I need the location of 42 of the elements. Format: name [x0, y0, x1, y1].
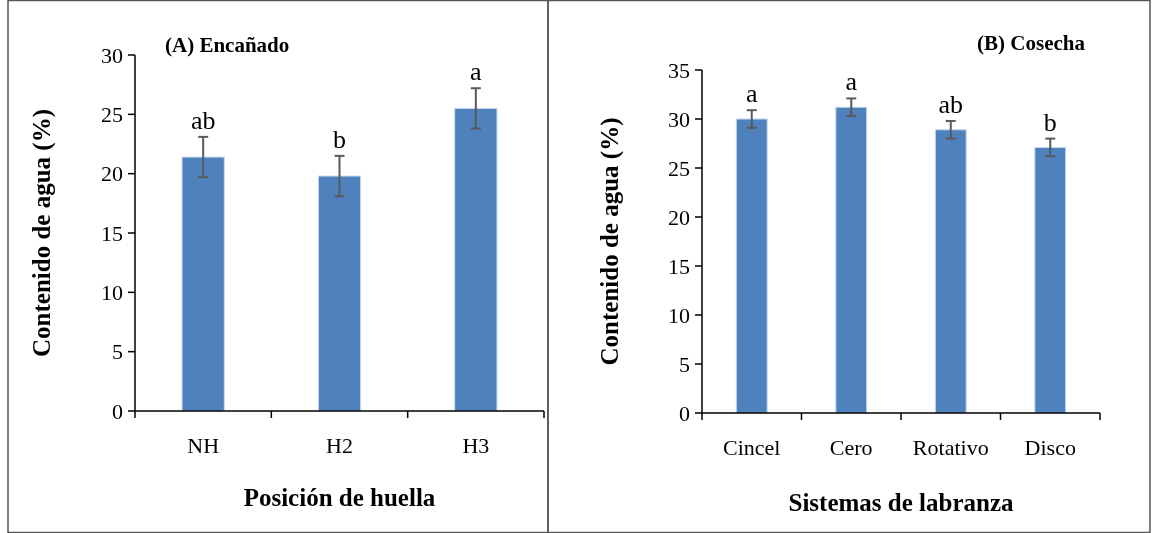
annotation: b: [1043, 107, 1057, 137]
y-tick-label: 15: [668, 253, 690, 279]
y-tick-label: 5: [112, 339, 123, 365]
annotation: ab: [938, 89, 964, 119]
x-axis-title: Posición de huella: [243, 484, 436, 511]
annotation: b: [333, 124, 346, 154]
y-tick-label: 25: [668, 155, 690, 181]
annotation: a: [845, 67, 858, 97]
annotation: a: [470, 57, 483, 87]
y-tick-label: 15: [101, 220, 123, 246]
annotation: a: [745, 79, 758, 109]
x-tick-label: NH: [187, 433, 220, 458]
x-axis-title: Sistemas de labranza: [788, 489, 1014, 516]
chart-title: (A) Encañado: [165, 33, 290, 57]
y-tick-label: 0: [112, 398, 123, 424]
x-tick-label: Disco: [1024, 435, 1076, 460]
bar: [934, 129, 967, 414]
y-tick-label: 30: [101, 42, 123, 68]
y-axis-title: Contenido de agua (%): [28, 109, 56, 357]
bar: [735, 118, 768, 414]
y-tick-label: 25: [101, 102, 123, 128]
x-tick-label: Rotativo: [912, 435, 989, 460]
bar: [1034, 146, 1067, 414]
y-tick-label: 35: [668, 57, 690, 83]
y-tick-label: 0: [679, 400, 690, 426]
y-tick-label: 10: [101, 280, 123, 306]
y-tick-label: 20: [668, 204, 690, 230]
y-axis-title: Contenido de agua (%): [596, 117, 624, 366]
y-tick-label: 5: [679, 351, 690, 377]
y-tick-label: 20: [101, 161, 123, 187]
bar: [181, 156, 225, 412]
x-tick-label: H2: [326, 433, 353, 458]
annotation: ab: [190, 105, 216, 135]
y-tick-label: 30: [668, 106, 690, 132]
bar: [454, 107, 498, 412]
x-tick-label: H3: [462, 433, 490, 458]
x-tick-label: Cincel: [723, 435, 781, 460]
bar: [317, 175, 362, 412]
y-tick-label: 10: [668, 302, 690, 328]
bar: [835, 106, 868, 414]
x-tick-label: Cero: [829, 435, 873, 460]
chart-title: (B) Cosecha: [977, 31, 1086, 55]
